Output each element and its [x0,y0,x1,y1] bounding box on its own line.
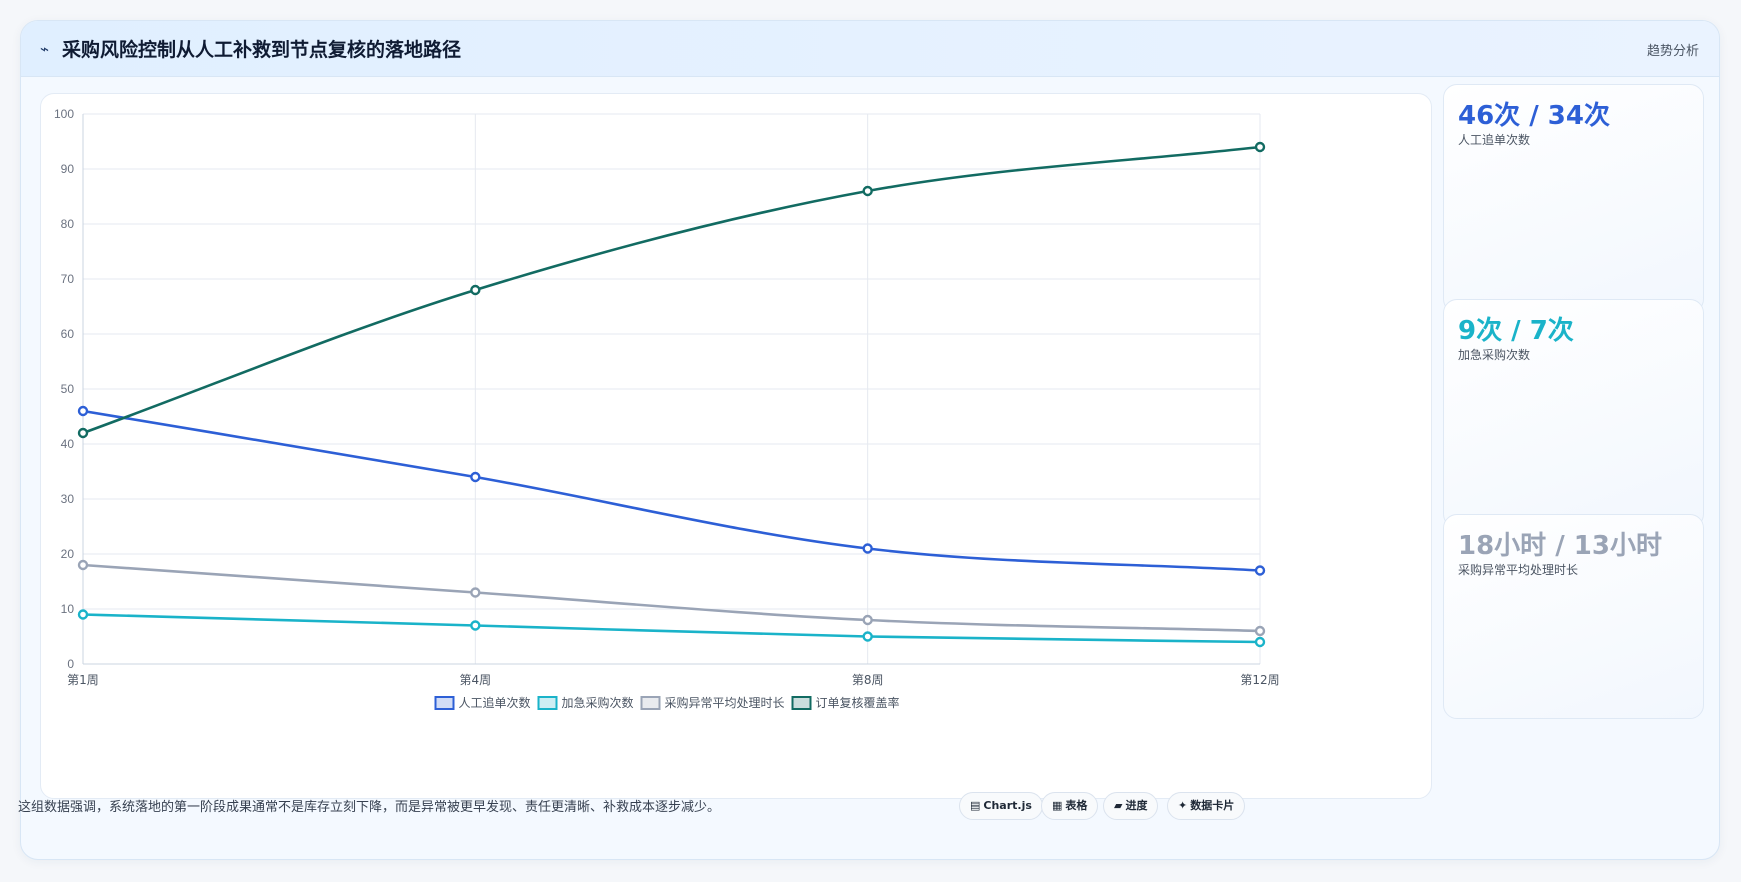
legend-swatch [537,696,558,710]
metric-label: 人工追单次数 [1458,133,1531,147]
data-point [470,620,481,631]
x-tick-label: 第8周 [852,673,884,687]
series-line [82,563,1261,633]
y-tick-label: 0 [67,657,74,671]
series-line [82,613,1261,644]
data-point [470,471,481,483]
line-chart-panel: 0 10 20 30 40 50 60 70 80 90 100 第1周 第4周 第8周 第12周人工追单次… [40,93,1432,799]
data-point [1254,636,1266,648]
trend-icon: ⌁ [40,40,50,58]
data-point [77,559,89,571]
table-button[interactable]: ▦ 表格 [1041,792,1099,820]
sparkle-icon: ✦ [1178,799,1188,812]
button-label: 表格 [1065,799,1088,812]
legend-label: 人工追单次数 [459,695,531,710]
series-line [82,145,1261,435]
data-card-button[interactable]: ✦ 数据卡片 [1167,792,1246,820]
legend-label: 采购异常平均处理时长 [665,695,785,710]
legend-item[interactable]: 订单复核覆盖率 [791,695,900,710]
legend-swatch [791,696,812,710]
y-tick-label: 40 [61,437,75,451]
data-point [862,185,873,197]
data-point [77,427,89,439]
line-chart: 0 10 20 30 40 50 60 70 80 90 100 第1周 第4周 第8周 第12周人工追单次… [54,107,1280,710]
chartjs-button[interactable]: ▤ Chart.js [959,792,1043,820]
y-tick-label: 30 [61,492,75,506]
y-tick-label: 70 [61,272,75,286]
metric-label: 加急采购次数 [1458,348,1531,362]
metric-value: 9次 / 7次 [1458,316,1574,346]
chart-card: ⌁ 采购风险控制从人工补救到节点复核的落地路径 趋势分析 0 10 20 30 40 50… [20,20,1720,860]
table-icon: ▦ [1052,799,1063,812]
metric-card-urgent-purchase: 9次 / 7次 加急采购次数 [1443,299,1704,528]
data-point [862,614,873,626]
legend-item[interactable]: 加急采购次数 [537,695,634,710]
legend-item[interactable]: 采购异常平均处理时长 [640,695,785,710]
metric-label: 采购异常平均处理时长 [1458,563,1579,577]
trend-analysis-tag: 趋势分析 [1646,44,1699,59]
data-point [862,631,873,642]
data-point [1254,625,1266,637]
data-point [862,543,873,554]
y-tick-label: 80 [61,217,75,231]
metric-card-manual-followup: 46次 / 34次 人工追单次数 [1443,84,1704,313]
metric-value: 46次 / 34次 [1458,101,1610,131]
legend-swatch [640,696,661,710]
y-tick-label: 90 [61,162,75,176]
x-tick-label: 第1周 [67,673,99,687]
x-tick-label: 第4周 [460,673,492,687]
x-tick-label: 第12周 [1240,673,1279,687]
legend-label: 订单复核覆盖率 [816,695,900,710]
y-tick-label: 50 [61,382,75,396]
button-label: 数据卡片 [1190,799,1235,812]
y-tick-label: 10 [61,602,75,616]
legend-label: 加急采购次数 [562,695,634,710]
progress-button[interactable]: ▰ 进度 [1103,792,1159,820]
data-point [77,609,89,620]
card-header: ⌁ 采购风险控制从人工补救到节点复核的落地路径 趋势分析 [21,21,1719,77]
y-tick-label: 60 [61,327,75,341]
data-point [1254,565,1266,576]
metric-card-handling-time: 18小时 / 13小时 采购异常平均处理时长 [1443,514,1704,719]
button-label: 进度 [1125,799,1148,812]
legend-swatch [434,696,455,710]
button-label: Chart.js [983,799,1032,812]
metric-value: 18小时 / 13小时 [1458,531,1662,561]
progress-icon: ▰ [1114,799,1123,812]
data-point [77,405,89,417]
data-point [470,587,481,598]
data-point [470,284,481,296]
footer-note: 这组数据强调，系统落地的第一阶段成果通常不是库存立刻下降，而是异常被更早发现、责… [18,800,721,815]
chart-icon: ▤ [970,799,981,812]
legend-item[interactable]: 人工追单次数 [434,695,531,710]
y-tick-label: 20 [61,547,75,561]
card-title: 采购风险控制从人工补救到节点复核的落地路径 [62,39,462,61]
data-point [1254,141,1266,153]
series-line [82,409,1261,572]
y-tick-label: 100 [54,107,74,121]
